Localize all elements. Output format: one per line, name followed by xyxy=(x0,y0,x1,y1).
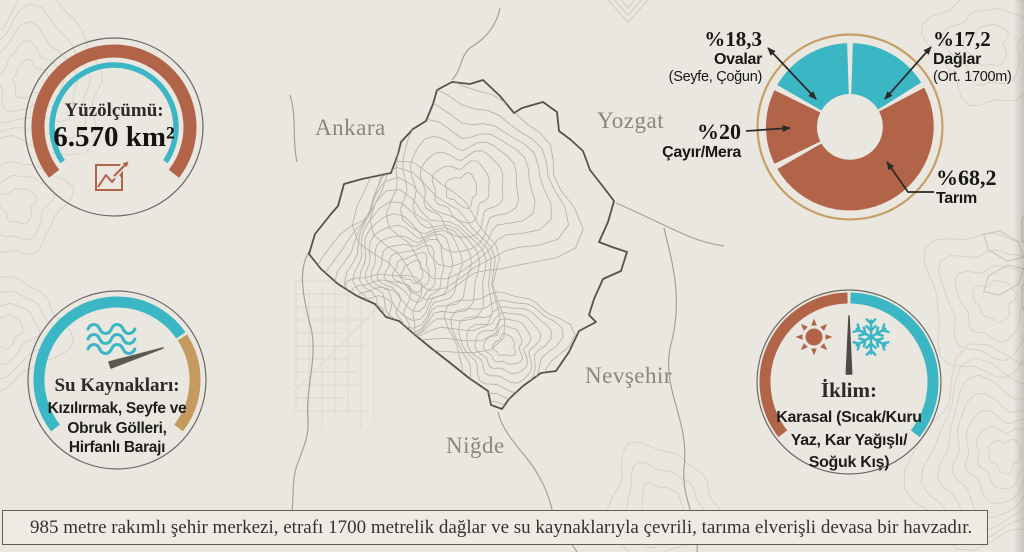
callout-daglar: %17,2 Dağlar (Ort. 1700m) xyxy=(933,28,1024,86)
water-gauge-rings xyxy=(27,290,207,470)
ovalar-note: (Seyfe, Çoğun) xyxy=(668,69,763,85)
snowflake-icon xyxy=(852,318,890,356)
tarim-pct: %68,2 xyxy=(936,165,997,190)
callout-ovalar: %18,3 Ovalar (Seyfe, Çoğun) xyxy=(612,27,763,86)
rosette-ornament xyxy=(982,214,1024,312)
cayir-pct: %20 xyxy=(697,119,741,144)
gauge-needle xyxy=(845,315,853,375)
daglar-pct: %17,2 xyxy=(933,27,991,51)
footer-text: 985 metre rakımlı şehir merkezi, etrafı … xyxy=(30,516,973,538)
climate-line: Karasal (Sıcak/Kuru xyxy=(776,409,922,426)
sun-icon xyxy=(795,318,833,356)
climate-description: Karasal (Sıcak/Kuru Yaz, Kar Yağışlı/ So… xyxy=(739,407,959,475)
donut-outer-ring xyxy=(756,33,944,221)
footer-note: 985 metre rakımlı şehir merkezi, etrafı … xyxy=(2,510,988,545)
donut-segment-Çayır/Mera xyxy=(766,90,821,164)
tarim-name: Tarım xyxy=(936,190,977,207)
gauge-needle xyxy=(108,347,164,369)
map-label-ankara: Ankara xyxy=(315,115,386,140)
water-stat-gauge: Su Kaynakları: Kızılırmak, Seyfe ve Obru… xyxy=(17,280,217,490)
city-grid xyxy=(293,276,381,428)
donut-chart xyxy=(756,33,944,221)
area-stat-gauge: Yüzölçümü: 6.570 km² xyxy=(14,27,214,227)
area-gauge-rings xyxy=(24,37,204,217)
edge-shade xyxy=(1013,0,1024,552)
daglar-name: Dağlar xyxy=(933,51,981,68)
cayir-name: Çayır/Mera xyxy=(662,144,741,161)
mountain-chart-icon xyxy=(95,159,130,191)
map-label-nevsehir: Nevşehir xyxy=(585,363,673,388)
water-title: Su Kaynakları: xyxy=(54,375,180,396)
climate-gauge-rings xyxy=(756,289,942,475)
climate-line: Soğuk Kış) xyxy=(808,454,890,471)
diamond-ornament xyxy=(606,0,650,23)
water-source-line: Obruk Gölleri, xyxy=(67,419,167,437)
water-source-line: Hirfanlı Barajı xyxy=(68,439,166,456)
area-title: Yüzölçümü: xyxy=(64,100,164,121)
daglar-note: (Ort. 1700m) xyxy=(933,69,1012,85)
callout-tarim: %68,2 Tarım xyxy=(936,166,1024,208)
climate-title: İklim: xyxy=(820,378,877,402)
map-label-yozgat: Yozgat xyxy=(597,108,665,133)
water-sources: Kızılırmak, Seyfe ve Obruk Gölleri, Hirf… xyxy=(17,399,217,458)
ovalar-name: Ovalar xyxy=(713,51,762,68)
ovalar-pct: %18,3 xyxy=(704,27,762,51)
climate-line: Yaz, Kar Yağışlı/ xyxy=(790,431,908,449)
waves-icon xyxy=(86,322,137,356)
callout-cayir-mera: %20 Çayır/Mera xyxy=(591,120,741,162)
climate-stat-gauge: İklim: Karasal (Sıcak/Kuru Yaz, Kar Yağı… xyxy=(749,282,949,492)
area-value: 6.570 km² xyxy=(53,121,175,153)
map-label-nigde: Niğde xyxy=(446,433,505,458)
water-source-line: Kızılırmak, Seyfe ve xyxy=(47,400,187,417)
